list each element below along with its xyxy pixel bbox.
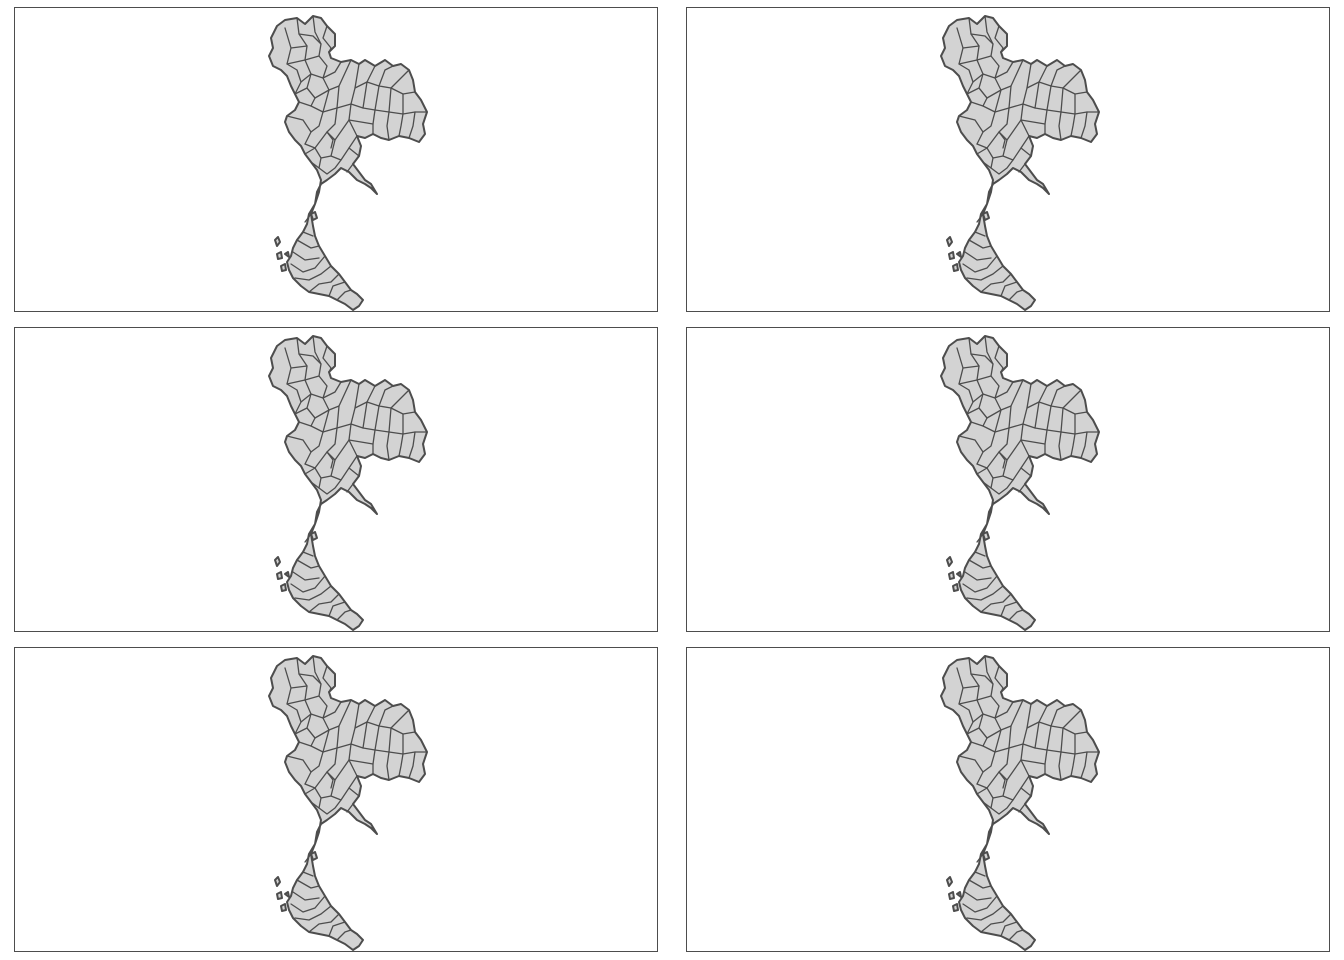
thailand-provinces — [940, 335, 1100, 631]
map-panel-2 — [686, 7, 1330, 312]
thailand-map — [940, 655, 1100, 951]
thailand-map — [940, 335, 1100, 631]
thailand-map — [268, 15, 428, 311]
thailand-provinces — [268, 335, 428, 631]
thailand-provinces — [940, 15, 1100, 311]
map-panel-3 — [14, 327, 658, 632]
map-panel-4 — [686, 327, 1330, 632]
thailand-provinces — [268, 15, 428, 311]
thailand-map — [268, 655, 428, 951]
thailand-provinces — [940, 655, 1100, 951]
thailand-map — [268, 335, 428, 631]
map-panel-6 — [686, 647, 1330, 952]
thailand-map — [940, 15, 1100, 311]
map-panel-5 — [14, 647, 658, 952]
map-panel-1 — [14, 7, 658, 312]
thailand-provinces — [268, 655, 428, 951]
